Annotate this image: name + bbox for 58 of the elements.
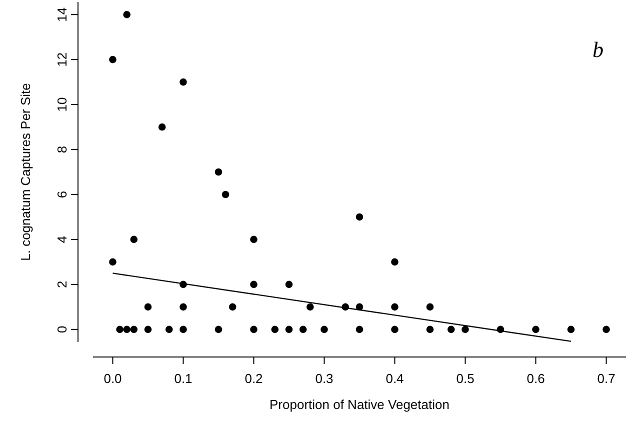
point [116,326,124,334]
point [306,303,314,311]
point [228,303,236,311]
point [250,236,258,244]
point [532,326,540,334]
point [602,326,610,334]
y-tick-label: 12 [54,52,70,67]
x-tick-label: 0.2 [244,371,263,386]
x-tick-label: 0.7 [597,371,616,386]
y-tick-label: 14 [54,7,70,22]
point [462,326,469,334]
point [426,326,434,334]
point [250,326,258,334]
point [144,303,152,311]
point [109,258,116,266]
point [158,123,166,131]
point [356,326,364,334]
x-tick-label: 0.5 [456,371,474,386]
x-tick-label: 0.1 [174,371,192,386]
y-tick-label: 10 [54,97,70,112]
point [165,326,173,334]
point [130,326,138,334]
point [426,303,434,311]
point [567,326,575,334]
point [285,326,293,334]
point [320,326,328,334]
point [356,213,364,221]
point [214,326,222,334]
point [123,10,130,18]
y-tick-label: 2 [54,280,70,288]
point [144,326,152,334]
y-axis-title: L. cognatum Captures Per Site [18,83,33,261]
y-tick-label: 4 [54,236,70,244]
point [214,168,222,176]
point [299,326,307,334]
y-tick-label: 8 [54,146,70,154]
x-tick-label: 0.0 [104,371,122,386]
point [391,303,398,311]
point [109,56,116,64]
point [391,326,398,334]
point [180,326,187,334]
point [447,326,455,334]
y-tick-label: 0 [54,326,70,334]
point [123,326,130,334]
point [180,78,187,86]
point [271,326,279,334]
x-tick-label: 0.6 [526,371,545,386]
point [180,303,187,311]
y-tick-label: 6 [54,190,70,198]
annotation: b [592,37,604,62]
point [250,280,258,288]
point [285,280,293,288]
x-tick-label: 0.3 [315,371,334,386]
point [391,258,398,266]
x-axis-title: Proportion of Native Vegetation [270,397,450,412]
point [222,190,230,198]
x-tick-label: 0.4 [386,371,404,386]
point [130,236,138,244]
